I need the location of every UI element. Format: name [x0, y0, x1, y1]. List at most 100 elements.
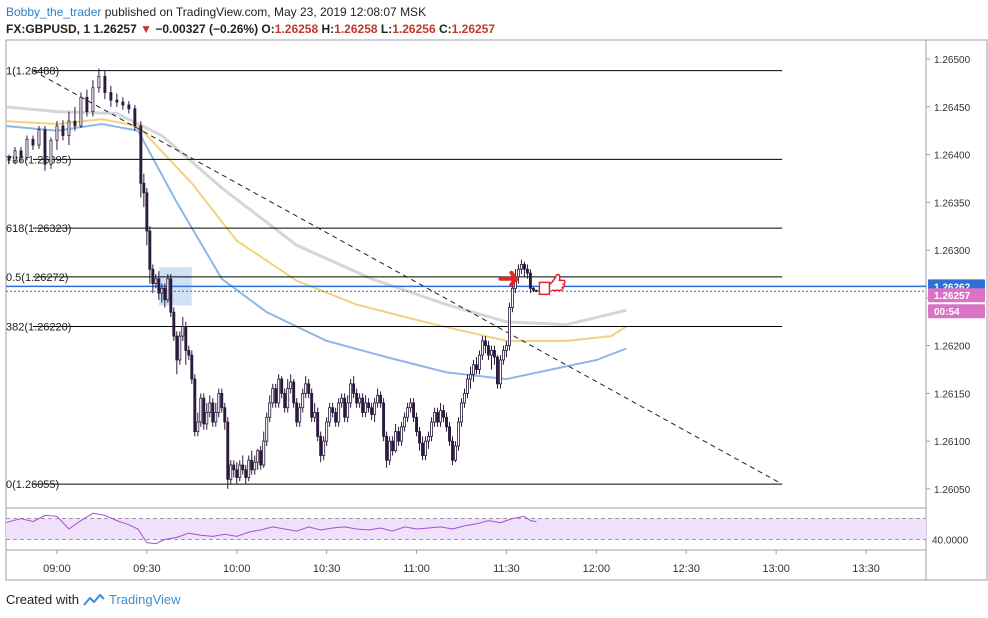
- candle-body: [478, 354, 481, 370]
- candle-body: [505, 345, 508, 351]
- candle-body: [292, 381, 296, 404]
- candle-body: [454, 445, 457, 461]
- candle-body: [379, 394, 383, 404]
- y-tick-label: 1.26500: [934, 55, 971, 66]
- author-link[interactable]: Bobby_the_trader: [6, 5, 102, 19]
- candle-body: [280, 378, 284, 394]
- candle-body: [184, 326, 188, 351]
- candle-body: [463, 392, 466, 404]
- candle-body: [519, 264, 523, 270]
- x-tick-label: 13:30: [852, 563, 880, 575]
- candle-body: [481, 340, 484, 356]
- ma-mid-line: [5, 118, 627, 342]
- fib-level-label: 0.5(1.26272): [6, 272, 68, 284]
- candle-body: [103, 75, 107, 93]
- candle-body: [430, 421, 433, 437]
- ohlc-line: FX:GBPUSD, 1 1.26257 ▼ −0.00327 (−0.26%)…: [6, 21, 495, 38]
- candle-body: [205, 412, 209, 425]
- low-label: L:: [380, 22, 393, 36]
- candle-body: [502, 350, 505, 361]
- candle-body: [31, 138, 35, 146]
- chart-header: Bobby_the_trader published on TradingVie…: [6, 4, 495, 38]
- candle-body: [508, 307, 511, 347]
- candle-body: [73, 120, 77, 127]
- rsi-tick-label: 40.0000: [932, 536, 969, 547]
- candle-body: [328, 407, 332, 423]
- candle-body: [298, 407, 302, 423]
- candle-body: [43, 129, 47, 165]
- candle-body: [115, 99, 119, 103]
- symbol-label[interactable]: FX:GBPUSD, 1: [6, 22, 91, 36]
- candle-body: [400, 426, 404, 442]
- candle-body: [199, 397, 203, 423]
- candle-body: [193, 378, 197, 432]
- candle-body: [121, 101, 125, 106]
- candle-body: [352, 383, 356, 394]
- candle-body: [421, 442, 424, 456]
- open-label: O:: [261, 22, 275, 36]
- candle-body: [283, 392, 287, 409]
- candle-body: [355, 392, 359, 404]
- candle-body: [469, 373, 472, 380]
- candle-body: [534, 289, 538, 292]
- candle-body: [229, 464, 233, 480]
- price-change: −0.00327 (−0.26%): [155, 22, 259, 36]
- candle-body: [253, 461, 257, 471]
- candle-body: [322, 440, 326, 456]
- candle-body: [286, 388, 290, 409]
- candle-body: [166, 278, 170, 301]
- candle-body: [496, 356, 499, 385]
- candle-body: [522, 264, 526, 270]
- candle-body: [376, 394, 380, 404]
- x-tick-label: 10:30: [313, 563, 341, 575]
- high-value: 1.26258: [334, 22, 378, 36]
- candle-body: [277, 378, 281, 404]
- y-tick-label: 1.26050: [934, 485, 971, 496]
- price-tag-box: [928, 304, 985, 319]
- candle-body: [148, 230, 152, 270]
- candle-body: [424, 440, 427, 456]
- candle-body: [7, 157, 11, 161]
- candle-body: [439, 410, 442, 423]
- x-tick-label: 11:30: [493, 563, 520, 575]
- candle-body: [316, 412, 320, 437]
- fib-level-label: 0(1.26055): [6, 479, 59, 491]
- chart-frame: [5, 39, 988, 581]
- candle-body: [475, 364, 478, 370]
- candle-body: [418, 431, 421, 444]
- x-tick-label: 09:00: [43, 563, 71, 575]
- candle-body: [406, 407, 410, 418]
- y-tick-label: 1.26450: [934, 103, 971, 114]
- x-tick-label: 12:00: [583, 563, 611, 575]
- price-tag-label: 00:54: [934, 307, 960, 318]
- candle-body: [142, 182, 146, 194]
- candle-body: [490, 350, 493, 356]
- red-arrow-icon: [498, 270, 520, 287]
- candle-body: [370, 407, 374, 415]
- candle-body: [145, 192, 149, 232]
- candle-body: [244, 469, 248, 478]
- created-with-text: Created with: [6, 592, 79, 607]
- candle-body: [307, 383, 311, 394]
- candle-body: [67, 120, 71, 136]
- rsi-band: [6, 518, 926, 540]
- candle-body: [349, 383, 353, 404]
- fib-level-label: 618(1.26323): [6, 223, 71, 235]
- candle-body: [13, 150, 17, 161]
- rsi-line: [5, 512, 537, 545]
- candle-body: [241, 464, 245, 471]
- candle-body: [493, 350, 496, 358]
- candle-body: [109, 92, 113, 101]
- fib-level-label: 1(1.26488): [6, 66, 59, 78]
- candle-body: [190, 354, 194, 380]
- tradingview-brand-link[interactable]: TradingView: [108, 592, 181, 607]
- candle-body: [516, 268, 520, 278]
- candle-body: [460, 402, 463, 423]
- candle-body: [427, 435, 430, 442]
- candle-body: [274, 388, 278, 404]
- candle-body: [310, 392, 314, 418]
- candle-body: [187, 350, 191, 356]
- candle-body: [226, 421, 230, 480]
- close-label: C:: [438, 22, 452, 36]
